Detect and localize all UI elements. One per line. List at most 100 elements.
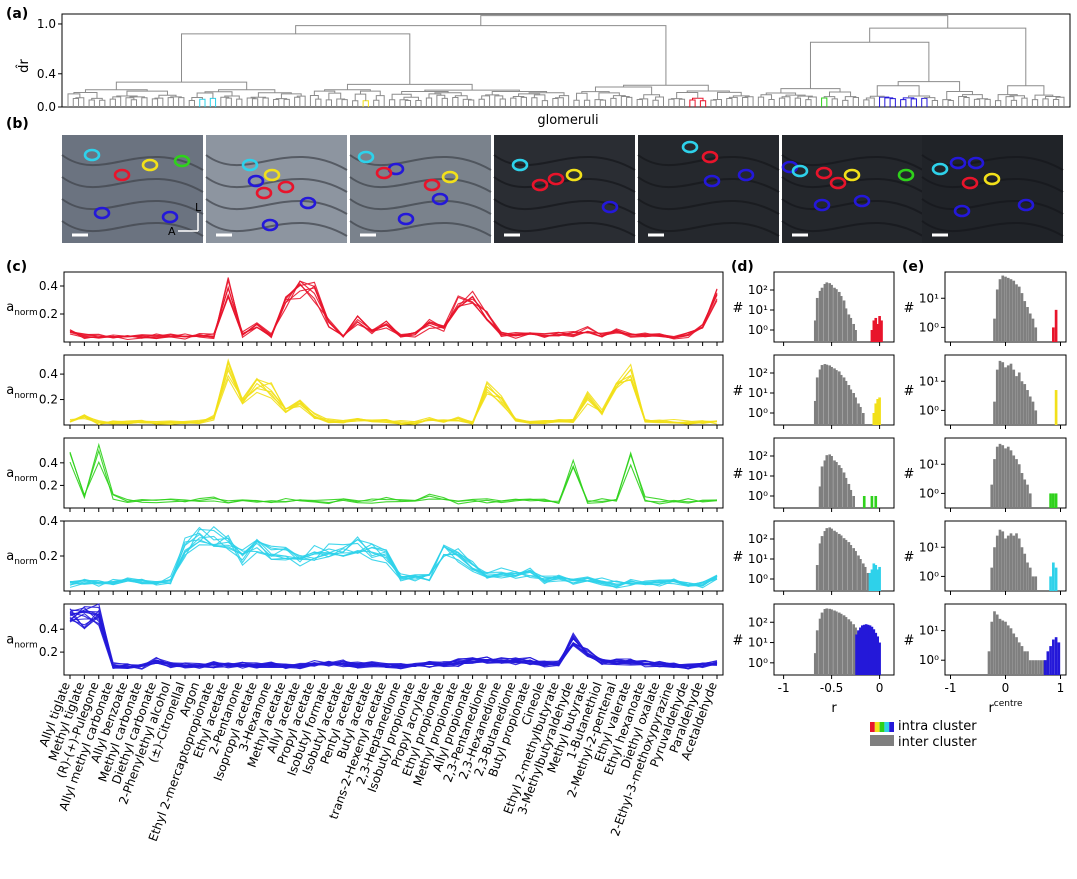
dendrogram-link — [309, 94, 319, 107]
dendrogram-link — [598, 92, 620, 100]
profile-ylabel: anorm — [6, 300, 38, 318]
histogram-ylabel: # — [904, 301, 915, 316]
blood-vessel — [637, 154, 780, 171]
orientation-label-lateral: L — [195, 201, 202, 214]
histogram-bar-inter — [1006, 535, 1010, 591]
dendrogram-link — [1009, 95, 1025, 99]
dendrogram-link — [962, 94, 983, 99]
profile-ytick-label: 0.4 — [39, 514, 58, 528]
dendrogram-link — [391, 93, 412, 100]
blood-vessel — [61, 154, 204, 171]
histogram-ytick-label: 10¹ — [919, 374, 939, 388]
histogram-bar-inter — [1031, 401, 1035, 425]
profile-line-green — [69, 452, 718, 504]
histogram-bar-inter — [993, 547, 996, 591]
dendrogram-link — [130, 99, 138, 107]
histogram-bar-inter — [847, 542, 851, 591]
histogram-bar-inter — [1012, 633, 1016, 675]
blood-vessel — [349, 198, 492, 215]
dendrogram-link — [691, 97, 704, 101]
histogram-bar-intra — [876, 399, 879, 425]
histogram-bar-intra — [870, 569, 874, 591]
histogram-bar-inter — [1026, 390, 1029, 425]
histogram-bar-inter — [1012, 455, 1016, 508]
hist-d-row-green: 10⁰ 10¹ 10² # — [733, 437, 895, 512]
histogram-bar-intra — [859, 627, 862, 675]
histogram-bar-intra — [872, 320, 876, 342]
dendrogram-link — [88, 99, 95, 107]
dendrogram-link — [963, 97, 970, 107]
histogram-bar-inter — [818, 369, 822, 425]
glomerulus-outline — [263, 168, 281, 182]
dendrogram-link — [236, 98, 243, 107]
histogram-bar-inter — [815, 565, 819, 591]
glomerulus-outline — [565, 168, 583, 182]
dendrogram-link — [805, 99, 812, 107]
blood-vessel — [205, 154, 348, 171]
histogram-bar-inter — [1004, 538, 1007, 591]
profile-ytick-label: 0.2 — [39, 393, 58, 407]
blood-vessel — [61, 220, 204, 237]
histogram-bar-inter — [1017, 538, 1021, 591]
dendrogram-link — [441, 97, 448, 107]
hist-e-row-yellow: 10⁰ 10¹ # — [904, 354, 1067, 429]
dendrogram-link — [757, 96, 765, 107]
histogram-bar-inter — [842, 300, 846, 342]
dendrogram-link — [181, 33, 411, 85]
dendrogram-link — [218, 89, 276, 93]
histogram-bar-inter — [1028, 567, 1032, 591]
histogram-ytick-label: 10⁰ — [919, 486, 939, 500]
histogram-bar-inter — [990, 621, 994, 675]
histogram-ytick-label: 10⁰ — [919, 653, 939, 667]
histogram-bar-intra — [872, 563, 876, 591]
histogram-bar-inter — [998, 279, 1002, 342]
glomerulus-outline — [261, 218, 279, 232]
glomeruli-image — [493, 135, 636, 243]
histogram-bar-intra — [855, 634, 858, 675]
histogram-bar-inter — [828, 454, 831, 508]
dendrogram-link — [581, 91, 610, 94]
histogram-bar-inter — [993, 401, 996, 425]
glomerulus-outline — [897, 168, 915, 182]
histogram-bar-inter — [852, 323, 855, 342]
histogram-bar-intra — [870, 626, 874, 675]
dendrogram-link — [478, 98, 485, 107]
dendrogram-link — [699, 100, 707, 107]
histogram-ytick-label: 10¹ — [748, 469, 768, 483]
profile-line-yellow — [69, 365, 718, 425]
dendrogram-link — [994, 100, 1002, 107]
histogram-bar-inter — [833, 368, 836, 425]
histogram-bar-inter — [1026, 562, 1029, 591]
histogram-bar-inter — [1020, 381, 1024, 425]
profile-line-cyan — [69, 528, 718, 589]
blood-vessel — [921, 198, 1064, 215]
hist-d-row-cyan: 10⁰ 10¹ 10² # — [733, 520, 895, 595]
profile-line-cyan — [69, 535, 718, 588]
histogram-bar-inter — [1026, 307, 1029, 342]
histogram-bar-inter — [1012, 535, 1016, 591]
histogram-bar-intra — [1054, 309, 1058, 342]
glomerulus-outline — [241, 158, 259, 172]
histogram-bar-inter — [830, 609, 833, 675]
histogram-bar-inter — [825, 364, 829, 425]
histogram-bar-inter — [1028, 396, 1032, 425]
dendrogram-link — [947, 99, 954, 107]
dendrogram-link — [760, 94, 773, 100]
histogram-bar-inter — [823, 283, 827, 342]
histogram-ytick-label: 10¹ — [748, 552, 768, 566]
dendrogram-link — [726, 97, 733, 107]
dendrogram-link — [594, 86, 653, 95]
histogram-bar-inter — [1009, 450, 1013, 508]
blood-vessel — [921, 220, 1064, 237]
histogram-bar-inter — [847, 483, 851, 508]
dendrogram-link — [403, 96, 419, 101]
histogram-bar-intra — [1054, 390, 1058, 425]
profile-ylabel: anorm — [6, 633, 38, 651]
histogram-bar-inter — [1017, 642, 1021, 675]
histogram-ytick-label: 10² — [748, 283, 768, 297]
histogram-bar-inter — [1004, 448, 1007, 508]
glomerulus-outline — [277, 180, 295, 194]
blood-vessel — [205, 220, 348, 237]
profile-line-blue — [69, 611, 718, 669]
